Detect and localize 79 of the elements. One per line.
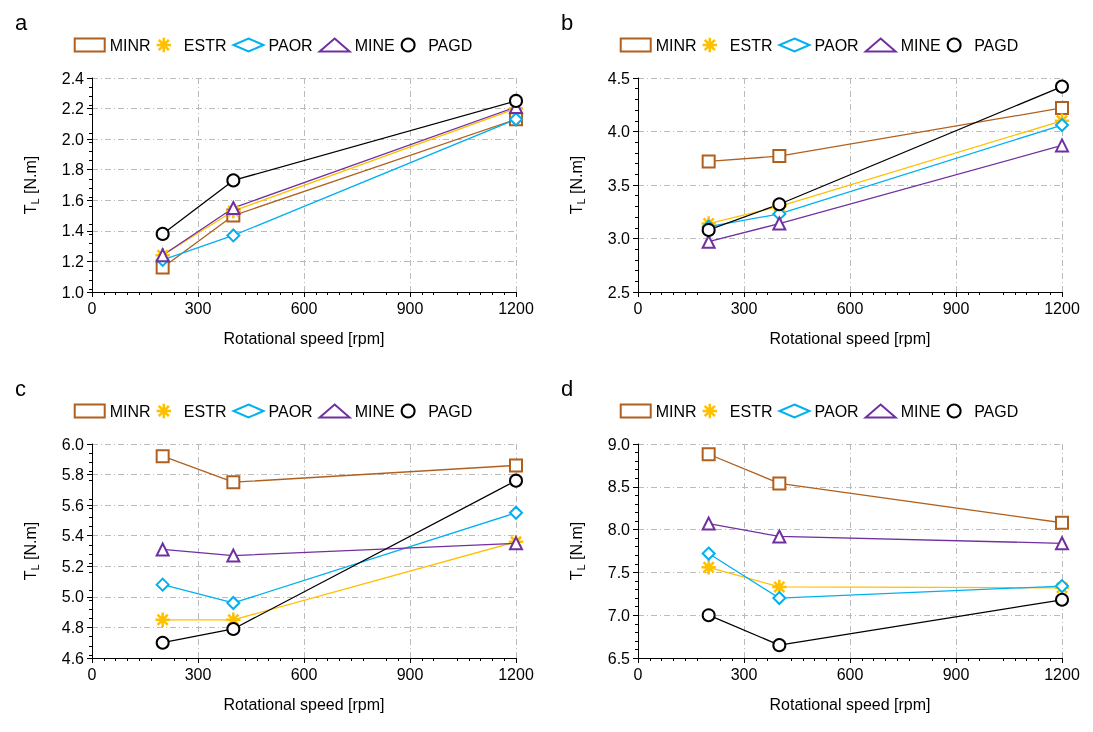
x-tick-label: 300 <box>730 665 758 683</box>
x-tick-label: 1200 <box>498 665 534 683</box>
y-tick-label: 4.0 <box>607 123 631 140</box>
chart-title: a <box>15 9 28 35</box>
y-tick-label: 3.5 <box>607 176 631 194</box>
y-tick-label: 2.2 <box>61 100 85 118</box>
legend-label: PAOR <box>814 36 859 54</box>
x-tick-label: 600 <box>290 299 318 317</box>
legend-label: ESTR <box>183 36 227 54</box>
y-tick-label: 7.5 <box>607 563 631 581</box>
y-axis-title: TL [N.m] <box>22 521 41 581</box>
y-tick-label: 3.0 <box>607 230 631 247</box>
x-tick-label: 1200 <box>1044 665 1080 683</box>
y-tick-label: 5.4 <box>61 527 85 545</box>
legend-label: PAGD <box>428 402 473 420</box>
y-tick-label: 5.2 <box>61 557 85 575</box>
y-tick-label: 5.6 <box>61 496 85 514</box>
legend-label: PAGD <box>974 36 1019 54</box>
chart-title: d <box>561 375 574 401</box>
y-tick-label: 1.8 <box>61 161 85 179</box>
x-tick-label: 0 <box>633 665 643 683</box>
y-tick-label: 1.6 <box>61 191 85 209</box>
x-tick-label: 600 <box>836 299 864 317</box>
legend-label: MINR <box>109 36 151 54</box>
x-tick-label: 1200 <box>1044 299 1080 317</box>
x-tick-label: 1200 <box>498 299 534 317</box>
chart-title: b <box>561 9 574 35</box>
x-tick-label: 900 <box>942 665 970 683</box>
y-tick-label: 1.2 <box>61 252 85 270</box>
y-tick-label: 1.0 <box>61 283 85 301</box>
y-tick-label: 2.4 <box>61 69 85 87</box>
y-tick-label: 4.5 <box>607 69 631 87</box>
y-tick-label: 5.0 <box>61 588 85 606</box>
legend-label: PAGD <box>974 402 1019 420</box>
x-tick-label: 300 <box>730 299 758 317</box>
x-axis-title: Rotational speed [rpm] <box>769 329 931 347</box>
y-tick-label: 7.0 <box>607 606 631 624</box>
legend-label: MINE <box>354 36 395 54</box>
legend-label: MINR <box>655 402 697 420</box>
y-tick-label: 6.0 <box>61 435 85 453</box>
legend-label: ESTR <box>729 36 773 54</box>
x-tick-label: 300 <box>184 665 212 683</box>
legend-label: MINR <box>655 36 697 54</box>
x-tick-label: 0 <box>633 299 643 317</box>
y-tick-label: 8.5 <box>607 478 631 496</box>
y-tick-label: 1.4 <box>61 222 85 240</box>
y-tick-label: 4.8 <box>61 618 85 636</box>
x-tick-label: 0 <box>87 299 97 317</box>
legend-label: PAGD <box>428 36 473 54</box>
x-tick-label: 600 <box>836 665 864 683</box>
x-tick-label: 300 <box>184 299 212 317</box>
legend-label: MINE <box>900 402 941 420</box>
legend-label: MINE <box>900 36 941 54</box>
x-tick-label: 900 <box>396 665 424 683</box>
legend-label: PAOR <box>814 402 859 420</box>
x-tick-label: 600 <box>290 665 318 683</box>
y-axis-title: TL [N.m] <box>568 521 587 581</box>
x-tick-label: 0 <box>87 665 97 683</box>
x-axis-title: Rotational speed [rpm] <box>769 695 931 713</box>
legend-label: ESTR <box>183 402 227 420</box>
legend-label: PAOR <box>268 36 313 54</box>
x-tick-label: 900 <box>942 299 970 317</box>
legend-label: PAOR <box>268 402 313 420</box>
y-axis-title: TL [N.m] <box>22 155 41 215</box>
y-tick-label: 9.0 <box>607 435 631 453</box>
y-tick-label: 8.0 <box>607 521 631 539</box>
x-tick-label: 900 <box>396 299 424 317</box>
y-tick-label: 2.0 <box>61 130 85 148</box>
y-tick-label: 2.5 <box>607 283 631 301</box>
legend-label: MINE <box>354 402 395 420</box>
x-axis-title: Rotational speed [rpm] <box>223 329 385 347</box>
legend-label: ESTR <box>729 402 773 420</box>
legend-label: MINR <box>109 402 151 420</box>
chart-title: c <box>15 375 26 401</box>
y-tick-label: 5.8 <box>61 466 85 484</box>
y-tick-label: 4.6 <box>61 649 85 667</box>
y-tick-label: 6.5 <box>607 649 631 667</box>
x-axis-title: Rotational speed [rpm] <box>223 695 385 713</box>
y-axis-title: TL [N.m] <box>568 155 587 215</box>
